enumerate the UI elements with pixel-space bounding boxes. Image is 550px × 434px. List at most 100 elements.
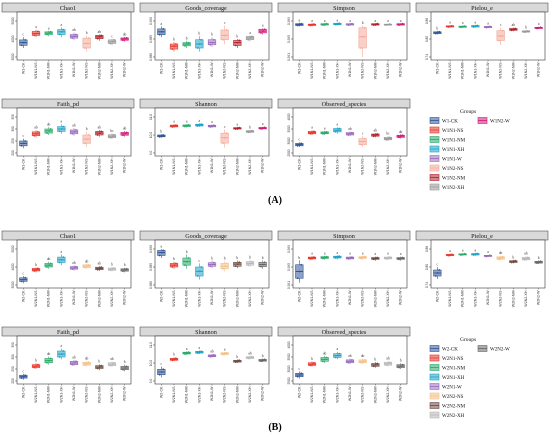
box-point [434, 275, 437, 277]
box-w2n2-xh: ab [383, 356, 393, 367]
y-tick-label: 9.0 [149, 151, 153, 156]
x-tick-label: W1N2-NM [373, 159, 377, 176]
legend-label: W2-CK [442, 348, 458, 353]
box-point [474, 253, 477, 256]
box-point [113, 361, 115, 364]
x-tick-label: W1N1-NS [172, 158, 176, 175]
box-w1n1-w: ab [69, 28, 79, 40]
x-tick-label: W2N1-W [486, 290, 490, 305]
box-w1n2-xh: a [383, 19, 393, 26]
x-tick-label: W1N2-NS [85, 158, 89, 175]
box-w1n2-w: a [534, 22, 543, 30]
significance-letter: ab [34, 126, 38, 130]
box-point [58, 261, 61, 264]
box-point [449, 254, 452, 256]
x-tick-label: W1N1-XH [473, 62, 477, 79]
y-tick-label: 4000 [11, 35, 15, 42]
legend-label: W2N2-W [490, 348, 510, 353]
legend-entry-w2n1-nm: W2N1-NM [429, 364, 466, 372]
box-point [33, 270, 36, 272]
box-w2n2-ns: ab [496, 251, 505, 261]
box-point [485, 26, 488, 29]
box-point [334, 356, 337, 359]
x-tick-label: W1N1-NS [448, 62, 452, 79]
panel-observed-species: Observed_species 2500 3000 3500 4000 c a a a ab c a… [277, 98, 411, 176]
box-point [325, 255, 328, 258]
x-tick-label: W2N2-W [261, 386, 265, 401]
box-point [62, 350, 65, 352]
box-point [500, 257, 502, 259]
significance-letter: a [462, 21, 464, 25]
x-tick-label: W2N1-XH [197, 290, 201, 307]
box-point [198, 43, 201, 45]
x-tick-label: W2N1-NM [185, 291, 189, 308]
box-point [438, 30, 441, 33]
box-point [111, 40, 114, 43]
box-point [262, 263, 264, 266]
significance-letter: ab [47, 257, 51, 261]
x-tick-label: W2N2-XH [386, 386, 390, 403]
box-point [187, 351, 190, 354]
box-point [462, 253, 464, 256]
significance-letter: a [337, 251, 339, 255]
box-w1n2-ns: c [358, 132, 367, 147]
box-point [472, 254, 475, 256]
significance-letter: a [199, 346, 201, 350]
box-point [211, 354, 214, 357]
box-w2n2-xh: ab [521, 252, 531, 261]
box-point [336, 256, 339, 258]
box-point [387, 23, 390, 26]
x-tick-label: W1N1-NM [47, 63, 51, 80]
box-point [349, 360, 352, 363]
box-point [22, 41, 25, 44]
x-tick-label: W1N2-W [537, 62, 541, 77]
box-w1n1-w: ab [69, 124, 79, 136]
box-w2n1-ns: b [31, 359, 41, 369]
x-tick-label: W2N2-XH [248, 290, 252, 307]
box-point [71, 268, 74, 271]
y-tick-label: 200 [11, 378, 15, 384]
box-point [98, 366, 101, 368]
significance-letter: a [324, 126, 326, 130]
significance-letter: a [462, 249, 464, 253]
box-point [487, 26, 490, 28]
box-point [49, 128, 52, 130]
significance-letter: a [324, 251, 326, 255]
x-tick-label: W2N1-W [348, 386, 352, 401]
box-point [33, 34, 36, 37]
box-point [124, 367, 126, 369]
significance-letter: b [160, 130, 162, 134]
x-tick-label: W2N1-XH [335, 290, 339, 307]
box-point [300, 22, 303, 25]
x-tick-label: W1N2-NM [235, 159, 239, 176]
box-point [510, 261, 513, 264]
box-point [96, 37, 99, 40]
x-tick-label: W1N1-NM [47, 159, 51, 176]
figure-label-a: (A) [268, 195, 282, 206]
box-point [311, 131, 314, 134]
panel-title: Shannon [195, 329, 217, 336]
box-point [187, 257, 190, 259]
box-point [527, 256, 529, 259]
significance-letter: b [124, 360, 126, 364]
significance-letter: a [324, 19, 326, 23]
significance-letter: b [124, 263, 126, 267]
box-point [363, 26, 366, 29]
box-point [87, 361, 90, 364]
box-point [84, 142, 86, 145]
y-tick-label: 4000 [287, 113, 291, 120]
box-point [71, 37, 74, 39]
significance-letter: a [487, 21, 489, 25]
box-w1n2-w: a [396, 19, 405, 26]
box-point [196, 352, 199, 354]
y-tick-label: 3000 [11, 53, 15, 60]
box-point [460, 26, 462, 29]
legend-entry-w2n2-ns: W2N2-NS [429, 392, 464, 400]
significance-letter: b [262, 354, 264, 358]
box-w2n2-w: b [258, 256, 267, 269]
box-point [400, 365, 402, 368]
box-w2n1-nm: ab [320, 351, 329, 363]
box-point [162, 249, 165, 252]
y-tick-label: 200 [11, 150, 15, 156]
